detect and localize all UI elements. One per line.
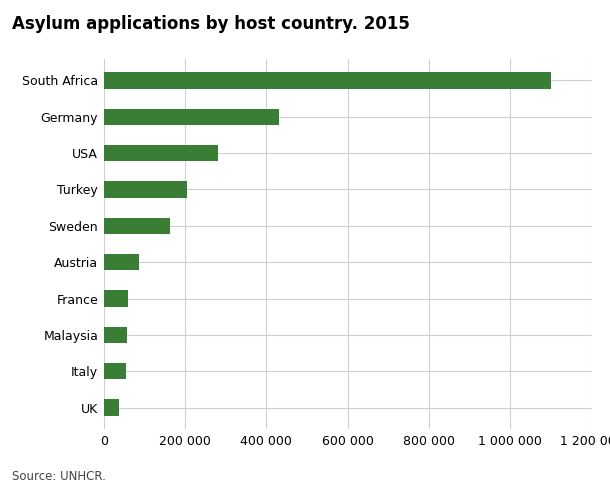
Bar <box>104 327 127 343</box>
Bar <box>104 363 126 380</box>
Text: Asylum applications by host country. 2015: Asylum applications by host country. 201… <box>12 15 410 33</box>
Bar <box>104 145 218 161</box>
Bar <box>104 218 170 234</box>
Bar <box>104 72 551 88</box>
Text: Source: UNHCR.: Source: UNHCR. <box>12 470 106 483</box>
Bar <box>104 181 187 198</box>
Bar <box>104 290 128 307</box>
Bar <box>104 254 140 270</box>
Bar <box>104 108 279 125</box>
Bar <box>104 400 119 416</box>
